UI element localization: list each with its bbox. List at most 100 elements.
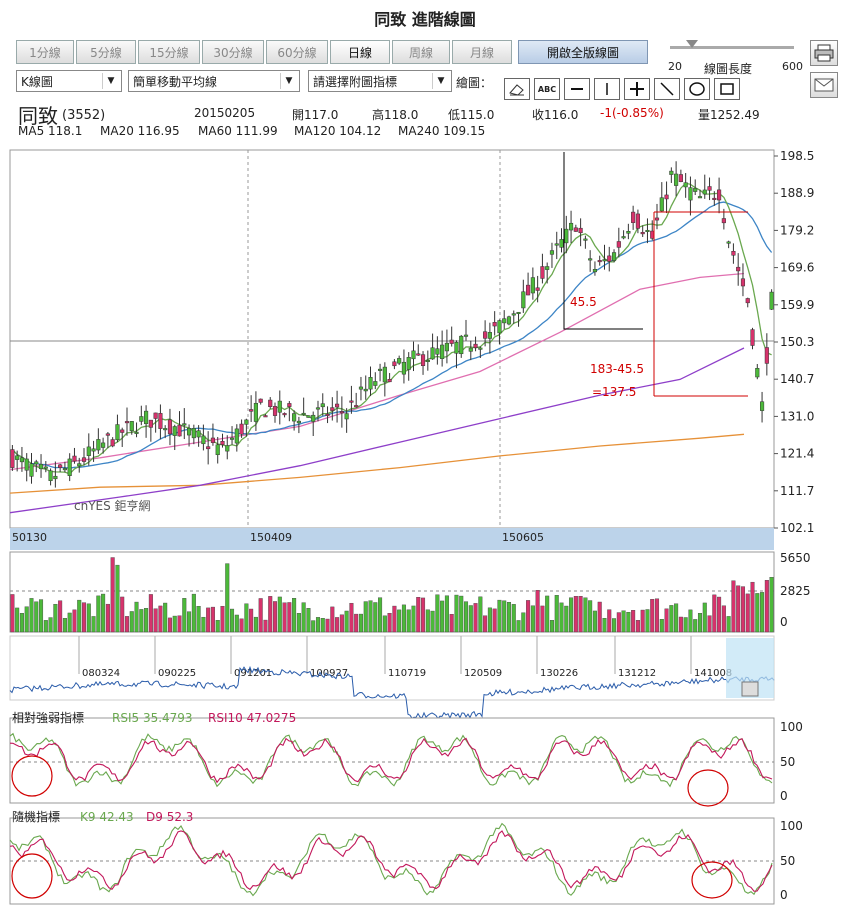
volume-bar	[473, 603, 478, 633]
volume-bar	[325, 618, 330, 633]
volume-bar	[58, 600, 63, 633]
volume-bar	[39, 599, 44, 633]
volume-bar	[358, 613, 363, 633]
candle-body	[435, 348, 440, 355]
overview-date-label: 141008	[694, 668, 732, 679]
ma240-line	[9, 433, 745, 494]
vertical-line-tool-icon[interactable]	[594, 78, 620, 100]
volume-bar	[421, 597, 426, 633]
price-axis-label: 102.1	[780, 521, 814, 535]
tab-5[interactable]: 60分線	[266, 40, 328, 64]
volume-bar	[731, 580, 736, 633]
volume-bar	[717, 596, 722, 633]
volume-bar	[15, 607, 20, 633]
rsi-axis-label: 50	[780, 755, 795, 769]
trendline-tool-icon[interactable]	[654, 78, 680, 100]
volume-bar	[96, 595, 101, 633]
fullscreen-chart-button[interactable]: 開啟全版線圖	[518, 40, 648, 64]
volume-bar	[745, 593, 750, 633]
overview-date-label: 110719	[388, 668, 426, 679]
volume-bar	[24, 606, 29, 633]
volume-bar	[363, 601, 368, 633]
volume-bar	[48, 617, 53, 633]
slider-thumb[interactable]	[686, 40, 698, 48]
text-tool-icon[interactable]: ABC	[534, 78, 560, 100]
high-price: 高118.0	[372, 108, 419, 122]
stock-info-line: 同致 (3552) 20150205 開117.0 高118.0 低115.0 …	[18, 104, 778, 128]
slider-track[interactable]	[670, 46, 794, 49]
tab-3[interactable]: 15分線	[138, 40, 200, 64]
volume-bar	[487, 607, 492, 633]
crosshair-tool-icon[interactable]	[624, 78, 650, 100]
volume-bar	[640, 609, 645, 633]
horizontal-line-tool-icon[interactable]	[564, 78, 590, 100]
volume-bar	[210, 606, 215, 633]
rsi-axis-label: 0	[780, 789, 788, 803]
volume-bar	[268, 596, 273, 633]
candle-body	[272, 406, 278, 416]
circle-tool-icon[interactable]	[684, 78, 710, 100]
volume-bar	[253, 616, 258, 633]
ma5-line	[11, 182, 772, 475]
candle-body	[521, 291, 526, 309]
chart-length-slider[interactable]: 20 線圖長度 600	[668, 40, 803, 76]
volume-bar	[583, 597, 588, 633]
candle-body	[526, 284, 531, 296]
kd-axis-label: 100	[780, 819, 803, 833]
candle-body	[683, 182, 688, 188]
candle-body	[693, 188, 698, 192]
rsi10-legend: RSI10 47.0275	[208, 711, 296, 725]
indicator-select[interactable]: 請選擇附圖指標 ▼	[308, 70, 452, 92]
annotation-label-3: =137.5	[592, 385, 636, 399]
tab-6[interactable]: 日線	[330, 40, 390, 64]
tab-7[interactable]: 周線	[392, 40, 450, 64]
volume-bar	[635, 620, 640, 633]
candle-body	[344, 413, 349, 420]
volume-bar	[344, 610, 349, 633]
candle-body	[129, 421, 134, 432]
candle-body	[559, 239, 564, 248]
chart-type-select[interactable]: K線圖 ▼	[16, 70, 122, 92]
printer-icon[interactable]	[810, 40, 838, 66]
volume-bar	[86, 603, 91, 633]
candle-body	[62, 468, 67, 471]
candle-body	[72, 455, 77, 462]
candle-body	[186, 428, 192, 436]
rectangle-tool-icon[interactable]	[714, 78, 740, 100]
tab-4[interactable]: 30分線	[202, 40, 264, 64]
mail-icon[interactable]	[810, 72, 838, 98]
volume-bar	[664, 608, 669, 633]
d9-legend: D9 52.3	[146, 810, 193, 824]
tab-2[interactable]: 5分線	[76, 40, 136, 64]
eraser-tool-icon[interactable]	[504, 78, 530, 100]
candle-body	[736, 266, 741, 272]
volume-bar	[511, 604, 516, 633]
volume-bar	[559, 602, 564, 633]
candle-body	[48, 470, 53, 481]
candle-body	[191, 428, 196, 439]
volume-bars	[10, 557, 774, 633]
volume-bar	[397, 609, 402, 633]
volume-bar	[378, 597, 383, 633]
volume-bar	[502, 600, 507, 633]
rsi-panel	[9, 717, 775, 804]
volume-bar	[726, 616, 731, 633]
candle-body	[597, 260, 602, 263]
price-axis-label: 111.7	[780, 484, 814, 498]
ma60-legend: MA60 111.99	[198, 124, 278, 138]
candle-body	[511, 313, 516, 316]
volume-bar	[597, 601, 602, 633]
candle-body	[411, 350, 416, 360]
tab-1[interactable]: 1分線	[16, 40, 74, 64]
tab-8[interactable]: 月線	[452, 40, 512, 64]
candle-body	[354, 405, 359, 408]
ma-type-select[interactable]: 簡單移動平均線 ▼	[128, 70, 300, 92]
annotation-label-2: 183-45.5	[590, 362, 644, 376]
volume-bar	[349, 602, 354, 633]
candle-body	[292, 413, 297, 422]
candle-body	[449, 339, 454, 344]
ma120-legend: MA120 104.12	[294, 124, 382, 138]
volume-bar	[239, 618, 244, 633]
candle-body	[387, 379, 392, 383]
